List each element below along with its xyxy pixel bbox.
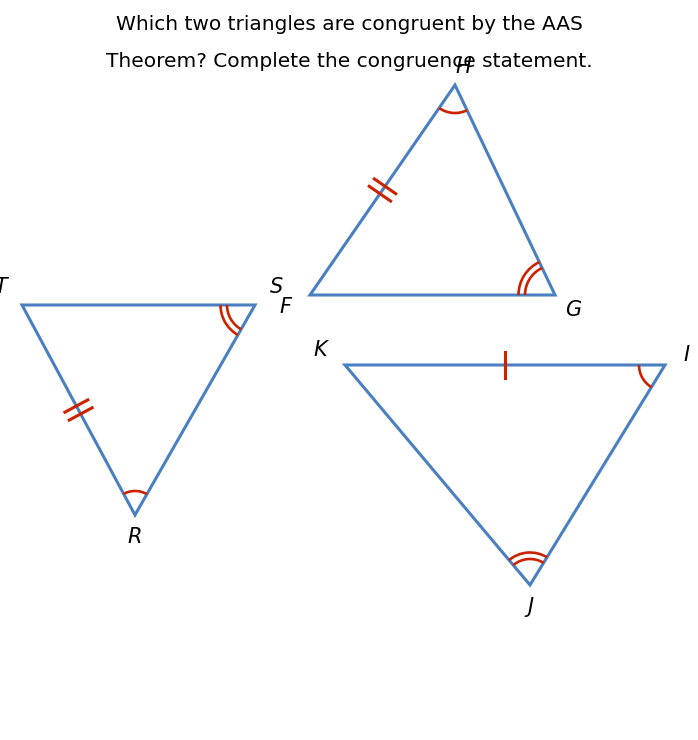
Text: F: F (279, 297, 291, 317)
Text: K: K (313, 340, 327, 360)
Text: T: T (0, 277, 6, 297)
Text: R: R (128, 527, 142, 547)
Text: S: S (270, 277, 283, 297)
Text: Theorem? Complete the congruence statement.: Theorem? Complete the congruence stateme… (105, 52, 593, 71)
Text: G: G (565, 300, 581, 320)
Text: J: J (527, 597, 533, 617)
Text: I: I (684, 345, 690, 365)
Text: Which two triangles are congruent by the AAS: Which two triangles are congruent by the… (116, 15, 582, 34)
Text: H: H (455, 57, 471, 77)
